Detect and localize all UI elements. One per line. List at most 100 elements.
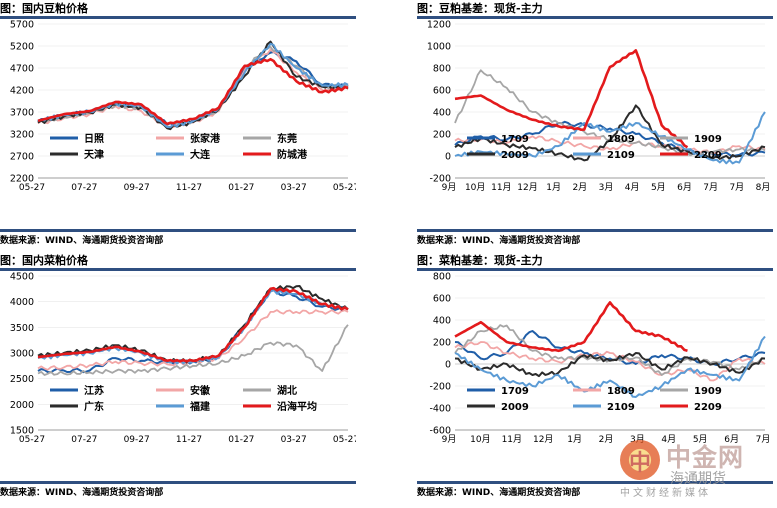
- x-tick-label: 01-27: [228, 183, 254, 193]
- x-tick-label: 1月: [567, 434, 582, 445]
- y-tick-label: 3200: [10, 130, 34, 141]
- y-tick-label: 800: [433, 272, 451, 283]
- title-rule: [417, 268, 773, 271]
- watermark-logo-icon: 中: [620, 440, 660, 480]
- x-tick-label: 05-27: [19, 435, 45, 445]
- panel-soymeal-basis: 图：豆粕基差：现货-主力 -200 0 200 400 600 800 1000 1200 9月…: [417, 0, 773, 250]
- series-line-5: [454, 49, 689, 149]
- x-tick-label: 11月: [491, 182, 511, 193]
- x-tick-label: 11-27: [176, 435, 202, 445]
- legend-label: 江苏: [84, 384, 104, 397]
- legend-label: 天津: [84, 148, 104, 161]
- legend-label: 沿海平均: [277, 400, 317, 413]
- y-tick-label: 2000: [10, 400, 34, 411]
- y-tick-label: 5200: [10, 42, 34, 53]
- legend-label: 张家港: [190, 132, 221, 145]
- x-tick-label: 4月: [661, 434, 676, 445]
- legend-label: 安徽: [190, 384, 211, 397]
- legend-label: 1709: [501, 134, 529, 145]
- y-tick-label: 3000: [10, 349, 34, 360]
- y-tick-label: 3500: [10, 323, 34, 334]
- y-tick-label: 200: [433, 130, 451, 141]
- x-tick-label: 09-27: [124, 183, 150, 193]
- series-line-2: [37, 324, 349, 376]
- x-tick-label: 12月: [533, 434, 553, 445]
- x-tick-label: 7月: [729, 182, 744, 193]
- legend-label: 1709: [501, 386, 529, 397]
- x-tick-label: 3月: [630, 434, 645, 445]
- y-tick-label: 400: [433, 108, 451, 119]
- y-tick-label: 5700: [10, 20, 34, 31]
- x-tick-label: 12月: [517, 182, 537, 193]
- chart-title: 图：国内菜粕价格: [0, 254, 88, 267]
- y-tick-label: 2700: [10, 152, 34, 163]
- chart-title: 图：豆粕基差：现货-主力: [417, 2, 543, 15]
- x-tick-label: 03-27: [281, 183, 307, 193]
- y-tick-label: 4500: [10, 272, 34, 283]
- watermark-mid: 海通期货: [670, 471, 726, 487]
- chart-soymeal-basis: -200 0 200 400 600 800 1000 1200 9月 10月 11月 12月 1月 2月…: [427, 20, 771, 193]
- legend-label: 湖北: [277, 384, 297, 397]
- legend-label: 防城港: [277, 148, 308, 161]
- chart-title: 图：菜粕基差：现货-主力: [417, 254, 543, 267]
- title-rule: [0, 268, 356, 271]
- x-tick-label: 7月: [756, 434, 771, 445]
- x-tick-label: 11月: [502, 434, 522, 445]
- y-tick-label: 2500: [10, 374, 34, 385]
- x-tick-label: 2月: [599, 434, 614, 445]
- x-tick-label: 1月: [546, 182, 561, 193]
- title-rule: [0, 16, 356, 19]
- y-tick-label: -200: [429, 174, 451, 185]
- x-tick-label: 2月: [572, 182, 587, 193]
- x-tick-label: 03-27: [281, 435, 307, 445]
- x-tick-label: 07-27: [71, 183, 97, 193]
- chart-rapemeal-basis: -600 -400 -200 0 200 400 600 800 9月 10月 11月 12月 1月 2月…: [429, 272, 771, 445]
- watermark-sub: 中文财经新媒体: [620, 488, 711, 499]
- legend-label: 2209: [694, 402, 722, 413]
- y-tick-label: 0: [445, 360, 451, 371]
- y-tick-label: 1500: [10, 426, 34, 437]
- y-tick-label: 400: [433, 316, 451, 327]
- data-source: 数据来源：WIND、海通期货投资咨询部: [0, 488, 164, 498]
- x-tick-label: 10月: [470, 434, 490, 445]
- series-line-5: [37, 286, 349, 363]
- data-source: 数据来源：WIND、海通期货投资咨询部: [0, 236, 164, 246]
- legend-label: 日照: [84, 133, 104, 145]
- panel-rapemeal-basis: 图：菜粕基差：现货-主力 -600 -400 -200 0 200 400 600 800 9月…: [417, 252, 773, 502]
- x-tick-label: 7月: [703, 182, 718, 193]
- panel-rapemeal-price: 图：国内菜粕价格 1500 2000 2500 3000 3500 4000 4500 05-…: [0, 252, 356, 502]
- y-tick-label: 4200: [10, 86, 34, 97]
- chart-soymeal-price: 2200 2700 3200 3700 4200 4700 5200 5700 05-27 07-…: [10, 20, 356, 193]
- series-line-4: [454, 335, 766, 398]
- x-tick-label: 01-27: [228, 435, 254, 445]
- legend-label: 2009: [501, 402, 529, 413]
- x-tick-label: 5月: [693, 434, 708, 445]
- chart-title: 图：国内豆粕价格: [0, 2, 88, 15]
- series-line-5: [37, 57, 349, 126]
- y-tick-label: 0: [445, 152, 451, 163]
- legend-label: 2009: [501, 150, 529, 161]
- y-tick-label: 800: [433, 64, 451, 75]
- chart-rapemeal-price: 1500 2000 2500 3000 3500 4000 4500 05-27 07-27 09…: [10, 272, 356, 445]
- y-tick-label: -200: [429, 382, 451, 393]
- x-tick-label: 9月: [442, 434, 457, 445]
- series-line-0: [454, 120, 766, 158]
- legend-label: 东莞: [277, 132, 297, 145]
- series-line-1: [454, 341, 766, 382]
- data-source: 数据来源：WIND、海通期货投资咨询部: [417, 488, 581, 498]
- x-tick-label: 05-27: [333, 183, 356, 193]
- bottom-rule: [417, 481, 773, 484]
- x-tick-label: 07-27: [71, 435, 97, 445]
- x-tick-label: 10月: [465, 182, 485, 193]
- legend-label: 福建: [189, 400, 211, 413]
- x-tick-label: 8月: [756, 182, 771, 193]
- series-line-3: [454, 352, 765, 378]
- y-tick-label: 600: [433, 294, 451, 305]
- y-tick-label: 200: [433, 338, 451, 349]
- legend-label: 2109: [607, 402, 635, 413]
- y-tick-label: -600: [429, 426, 451, 437]
- panel-soymeal-price: 图：国内豆粕价格 2200 2700 3200 3700 4200 4700 5200 570…: [0, 0, 356, 250]
- data-source: 数据来源：WIND、海通期货投资咨询部: [417, 236, 581, 246]
- x-tick-label: 6月: [677, 182, 692, 193]
- title-rule: [417, 16, 773, 19]
